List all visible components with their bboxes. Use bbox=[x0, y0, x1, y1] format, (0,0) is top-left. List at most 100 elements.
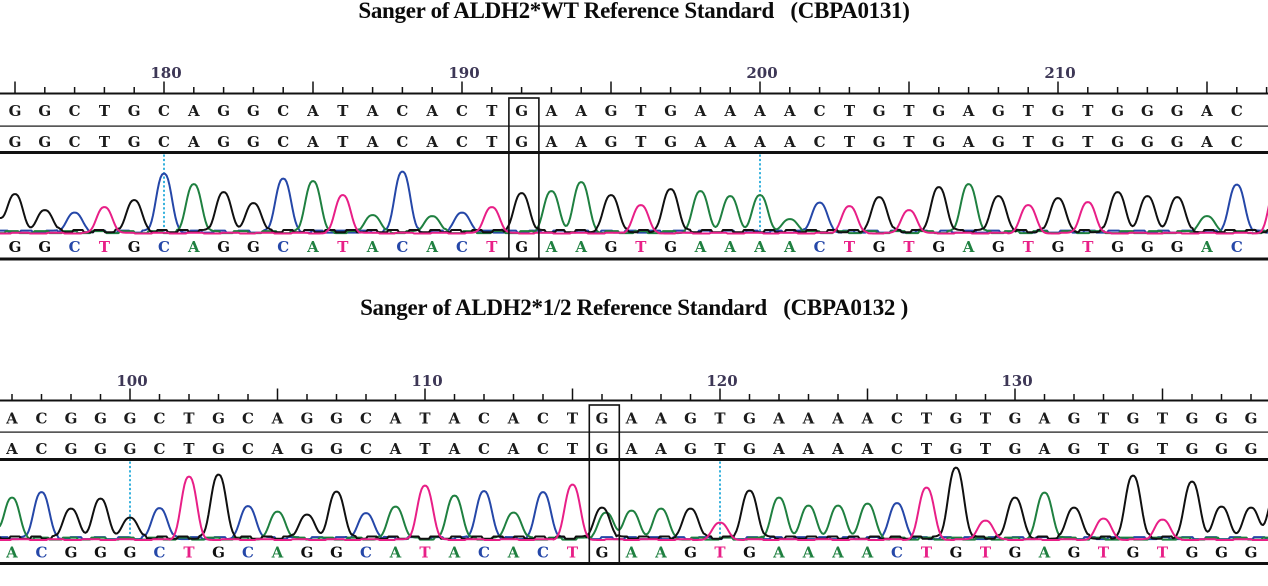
basecall-row1-letter: A bbox=[625, 410, 638, 428]
ruler-minor-tick bbox=[778, 394, 780, 400]
ruler-minor-tick bbox=[133, 87, 135, 93]
basecall-row2-letter: A bbox=[389, 440, 402, 458]
ruler-minor-tick bbox=[729, 87, 731, 93]
basecall-row1-letter: G bbox=[301, 410, 314, 428]
basecall-row1-letter: T bbox=[1098, 410, 1110, 428]
basecall-row1-letter: C bbox=[396, 102, 408, 120]
ruler-minor-tick bbox=[342, 87, 344, 93]
basecall-row2-letter: G bbox=[247, 133, 260, 151]
basecall-row2-letter: A bbox=[654, 440, 667, 458]
called-base-letter: A bbox=[723, 238, 736, 256]
ruler-minor-tick bbox=[453, 394, 456, 400]
ruler-minor-tick bbox=[103, 87, 106, 93]
basecall-row2-letter: T bbox=[419, 440, 431, 458]
called-base-letter: G bbox=[596, 544, 609, 562]
called-base-letter: C bbox=[154, 544, 166, 562]
called-base-letter: G bbox=[743, 544, 756, 562]
basecall-row2-letter: G bbox=[684, 440, 697, 458]
ruler-minor-tick bbox=[431, 87, 433, 93]
basecall-row2-letter: G bbox=[1127, 440, 1140, 458]
basecall-row2-letter: A bbox=[753, 133, 766, 151]
trace-C bbox=[0, 490, 1268, 541]
basecall-row2-letter: T bbox=[980, 440, 992, 458]
basecall-row2-letter: G bbox=[873, 133, 886, 151]
ruler-minor-tick bbox=[1087, 87, 1089, 93]
basecall-row2-letter: A bbox=[962, 133, 975, 151]
basecall-row1-letter: A bbox=[187, 102, 200, 120]
bottom-border-line bbox=[0, 562, 1268, 565]
basecall-row1-letter: A bbox=[962, 102, 975, 120]
called-base-letter: C bbox=[537, 544, 549, 562]
basecall-row2-letter: G bbox=[743, 440, 756, 458]
called-base-letter: G bbox=[94, 544, 107, 562]
called-base-letter: G bbox=[124, 544, 137, 562]
ruler-minor-tick bbox=[925, 394, 928, 400]
ruler-minor-tick bbox=[365, 394, 367, 400]
basecall-row1-letter: G bbox=[664, 102, 677, 120]
basecall-row2-letter: A bbox=[802, 440, 815, 458]
ruler-label: 120 bbox=[706, 372, 737, 390]
basecall-row2-letter: G bbox=[596, 440, 609, 458]
basecall-row1-letter: A bbox=[574, 102, 587, 120]
called-base-letter: G bbox=[217, 238, 230, 256]
basecall-row1-letter: C bbox=[277, 102, 289, 120]
basecall-row2-letter: C bbox=[891, 440, 903, 458]
ruler-minor-tick bbox=[40, 394, 43, 400]
basecall-row2-letter: A bbox=[831, 440, 844, 458]
ruler-label: 210 bbox=[1044, 64, 1075, 82]
basecall-row2-letter: A bbox=[448, 440, 461, 458]
ruler-label: 130 bbox=[1001, 372, 1032, 390]
basecall-row2-letter: T bbox=[337, 133, 349, 151]
basecall-row2-letter: T bbox=[183, 440, 195, 458]
basecall-row2-letter: C bbox=[1231, 133, 1243, 151]
basecall-row2-letter: T bbox=[1098, 440, 1110, 458]
basecall-row1-letter: C bbox=[36, 410, 48, 428]
basecall-row2-letter: A bbox=[772, 440, 785, 458]
ruler-minor-tick bbox=[394, 394, 397, 400]
basecall-row1-letter: G bbox=[596, 410, 609, 428]
ruler-minor-tick bbox=[1116, 87, 1119, 93]
basecall-row1-letter: T bbox=[635, 102, 647, 120]
called-base-letter: A bbox=[772, 544, 785, 562]
basecall-row1-letter: A bbox=[545, 102, 558, 120]
basecall-row2-letter: G bbox=[950, 440, 963, 458]
basecall-row1-letter: G bbox=[1186, 410, 1199, 428]
basecall-row2-letter: G bbox=[515, 133, 528, 151]
row-divider-line bbox=[0, 125, 1268, 127]
called-base-letter: G bbox=[65, 544, 78, 562]
called-base-letter: A bbox=[654, 544, 667, 562]
trace-G bbox=[0, 186, 1268, 234]
basecall-row2-letter: A bbox=[507, 440, 520, 458]
called-base-letter: T bbox=[844, 238, 856, 256]
panel-1-title: Sanger of ALDH2*WT Reference Standard (C… bbox=[358, 0, 910, 23]
ruler-minor-tick bbox=[997, 87, 1000, 93]
ruler-major-tick bbox=[424, 388, 426, 400]
basecall-row2-letter: T bbox=[486, 133, 498, 151]
row-divider-line bbox=[0, 431, 1268, 433]
basecall-row2-letter: G bbox=[992, 133, 1005, 151]
ruler-label: 200 bbox=[746, 64, 777, 82]
called-base-letter: A bbox=[389, 544, 402, 562]
ruler-minor-tick bbox=[1073, 394, 1075, 400]
basecall-row1-letter: G bbox=[212, 410, 225, 428]
basecall-row2-letter: A bbox=[1200, 133, 1213, 151]
basecall-row2-letter: C bbox=[154, 440, 166, 458]
ruler-major-tick bbox=[14, 81, 16, 93]
basecall-row1-letter: G bbox=[515, 102, 528, 120]
called-base-letter: C bbox=[360, 544, 372, 562]
called-base-letter: T bbox=[1082, 238, 1094, 256]
basecall-row2-letter: A bbox=[783, 133, 796, 151]
basecall-row1-letter: T bbox=[1157, 410, 1169, 428]
ruler-major-tick bbox=[759, 81, 761, 93]
ruler-minor-tick bbox=[1191, 394, 1193, 400]
ruler-minor-tick bbox=[247, 394, 249, 400]
called-base-letter: G bbox=[605, 238, 618, 256]
basecall-row2-letter: G bbox=[1245, 440, 1258, 458]
basecall-row1-letter: A bbox=[831, 410, 844, 428]
called-base-letter: A bbox=[507, 544, 520, 562]
basecall-row1-letter: G bbox=[1245, 410, 1258, 428]
basecall-row1-letter: G bbox=[1127, 410, 1140, 428]
ruler-minor-tick bbox=[878, 87, 880, 93]
basecall-row1-letter: T bbox=[1023, 102, 1035, 120]
